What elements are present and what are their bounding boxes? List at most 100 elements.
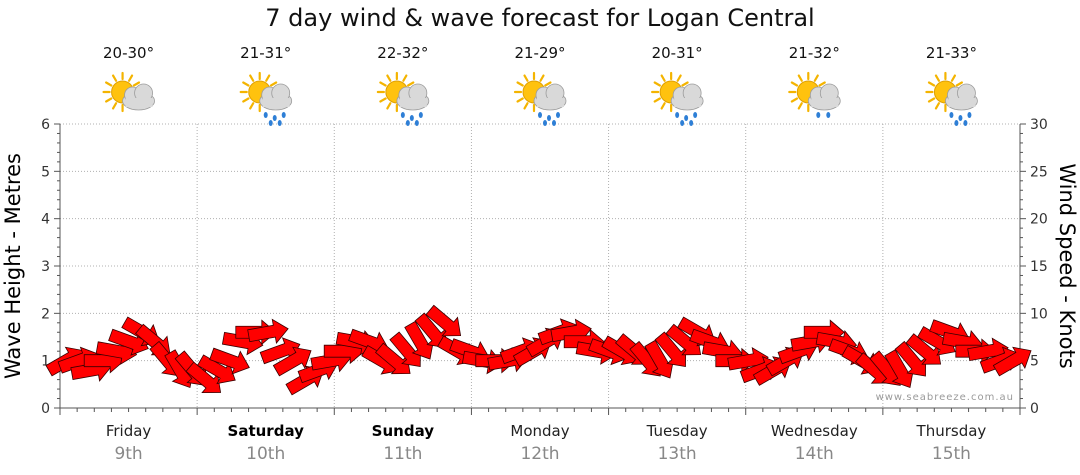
wind-arrow [247, 318, 289, 344]
right-axis-title: Wind Speed - Knots [1055, 163, 1079, 368]
raindrop-icon [958, 115, 963, 121]
sun-ray [539, 74, 545, 82]
day-date-label: 12th [520, 444, 559, 464]
cloud-fill [262, 98, 290, 107]
left-tick-label: 0 [41, 401, 50, 417]
temperature-label: 20-30° [103, 44, 154, 62]
sun-ray [790, 97, 799, 103]
wind-arrow [894, 340, 927, 377]
raindrop-icon [405, 120, 410, 126]
raindrop-icon [272, 115, 277, 121]
raindrop-icon [543, 120, 547, 126]
left-axis-title: Wave Height - Metres [1, 153, 25, 379]
raindrop-icon [675, 112, 680, 118]
raindrop-icon [409, 115, 414, 121]
raindrop-icon [680, 120, 685, 126]
watermark-label: www.seabreeze.com.au [876, 392, 1014, 403]
raindrop-icon [954, 120, 959, 126]
day-date-label: 11th [383, 444, 422, 464]
left-tick-label: 6 [41, 117, 50, 133]
left-tick-label: 3 [41, 259, 50, 275]
right-tick-label: 10 [1030, 306, 1048, 322]
sun-ray [111, 102, 118, 110]
wind-arrow [209, 347, 250, 375]
showers-icon [513, 71, 567, 126]
day-name-label: Tuesday [646, 422, 708, 440]
sun-ray [242, 81, 250, 87]
sun-ray [934, 74, 941, 82]
showers-icon [925, 71, 978, 126]
raindrop-icon [414, 120, 419, 126]
temperature-label: 21-32° [789, 44, 840, 62]
raindrop-icon [949, 112, 954, 118]
day-name-label: Monday [510, 422, 569, 440]
temperature-label: 21-33° [926, 44, 977, 62]
sun-ray [379, 81, 387, 87]
cloud-fill [811, 98, 839, 107]
temperature-label: 20-31° [652, 44, 703, 62]
day-date-label: 10th [246, 444, 285, 464]
day-date-label: 9th [114, 444, 142, 464]
light-showers-icon [788, 71, 841, 118]
sun-ray [516, 81, 524, 87]
cloud-fill [399, 98, 427, 107]
sun-ray [797, 74, 803, 82]
sun-ray [516, 97, 524, 103]
raindrop-icon [268, 120, 273, 126]
sun-ray [813, 74, 819, 82]
right-tick-label: 30 [1030, 117, 1048, 133]
sun-ray [105, 97, 113, 103]
cloud-fill [125, 98, 153, 107]
left-tick-label: 2 [41, 306, 50, 322]
right-tick-label: 5 [1030, 354, 1039, 370]
sun-ray [249, 74, 255, 82]
right-tick-label: 0 [1030, 401, 1039, 417]
wind-arrow [185, 361, 222, 394]
raindrop-icon [418, 112, 423, 118]
sun-ray [927, 81, 936, 87]
raindrop-icon [963, 120, 968, 126]
showers-icon [651, 71, 704, 126]
sun-ray [544, 81, 552, 87]
sun-ray [955, 81, 963, 87]
sun-ray [379, 97, 387, 103]
sun-ray [950, 74, 957, 82]
showers-icon [376, 71, 430, 126]
temperature-label: 21-31° [240, 44, 291, 62]
sun-ray [790, 81, 799, 87]
sun-ray [127, 74, 134, 82]
day-name-label: Wednesday [771, 422, 858, 440]
wind-arrow [272, 346, 312, 377]
partly-cloudy-icon [102, 71, 155, 113]
day-date-label: 14th [795, 444, 834, 464]
wind-arrow [425, 304, 462, 337]
right-tick-label: 25 [1030, 164, 1048, 180]
day-date-label: 15th [932, 444, 971, 464]
left-tick-label: 1 [41, 354, 50, 370]
sun-ray [242, 97, 250, 103]
sun-ray [386, 74, 392, 82]
cloud-fill [948, 98, 976, 107]
sun-ray [653, 81, 661, 87]
sun-ray [132, 81, 141, 87]
temperature-label: 22-32° [377, 44, 428, 62]
day-date-label: 13th [658, 444, 697, 464]
sun-ray [407, 81, 415, 87]
wind-arrow [654, 331, 687, 367]
raindrop-icon [277, 120, 282, 126]
sun-ray [249, 102, 255, 110]
day-name-label: Saturday [228, 422, 305, 440]
raindrop-icon [967, 112, 972, 118]
sun-ray [265, 74, 271, 82]
raindrop-icon [538, 112, 542, 118]
raindrop-icon [263, 112, 268, 118]
left-tick-label: 5 [41, 164, 50, 180]
day-name-label: Thursday [916, 422, 987, 440]
cloud-fill [537, 98, 564, 107]
raindrop-icon [556, 112, 560, 118]
wind-arrow [374, 342, 411, 375]
wind-arrow [414, 312, 447, 349]
raindrop-icon [689, 120, 694, 126]
sun-ray [105, 81, 113, 87]
raindrop-icon [684, 115, 689, 121]
